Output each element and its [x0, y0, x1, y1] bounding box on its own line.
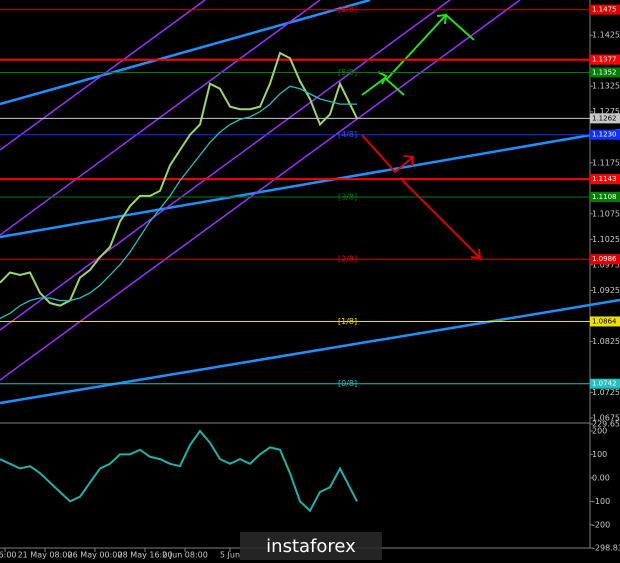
- level-tag: [590, 316, 620, 327]
- murray-label: [6/8]: [338, 5, 357, 14]
- y-tick-label: 200: [592, 426, 607, 435]
- price-line: [0, 51, 358, 307]
- y-tick-label: 1.1325: [592, 82, 620, 91]
- y-tick-label: 1.0725: [592, 388, 620, 397]
- level-label: 1.1377: [592, 56, 617, 64]
- murray-label: [5/8]: [338, 68, 357, 77]
- arrow-head: [436, 13, 448, 25]
- watermark-box: [240, 532, 382, 560]
- arrow-head: [403, 155, 415, 167]
- y-tick-label: -200: [592, 520, 610, 529]
- arrow-head: [377, 71, 388, 85]
- y-tick-label: 0.00: [592, 473, 610, 482]
- level-tag: [590, 174, 620, 185]
- y-tick-label: 1.1275: [592, 107, 620, 116]
- y-tick-label: 100: [592, 450, 607, 459]
- forecast-arrows: [361, 13, 482, 260]
- y-tick-label: 1.1025: [592, 235, 620, 244]
- level-tag: [590, 191, 620, 202]
- trend-line: [0, 298, 620, 405]
- level-label: 1.1475: [592, 6, 617, 14]
- level-tag: [590, 378, 620, 389]
- level-tag: [590, 129, 620, 140]
- y-tick-label: 1.0925: [592, 286, 620, 295]
- x-tick-label: 21 May 08:00: [18, 551, 73, 560]
- murray-label: [2/8]: [338, 255, 357, 264]
- murray-label: [0/8]: [338, 379, 357, 388]
- level-label: 1.1230: [592, 131, 617, 139]
- trend-lines: [0, 0, 620, 405]
- x-tick-label: 2 Jun 08:00: [162, 551, 208, 560]
- x-tick-label: 5 Jun: [220, 551, 240, 560]
- y-tick-label: 1.1425: [592, 31, 620, 40]
- y-tick-label: 1.0675: [592, 413, 620, 422]
- murray-label: [1/8]: [338, 317, 357, 326]
- channel-line: [0, 0, 451, 331]
- channel-line: [0, 0, 206, 151]
- level-tag: [590, 54, 620, 65]
- level-tag: [590, 4, 620, 15]
- murray-label: [3/8]: [338, 192, 357, 201]
- y-tick-label: 1.0975: [592, 260, 620, 269]
- trend-line: [0, 128, 620, 239]
- watermark: instaforex: [266, 536, 356, 557]
- level-tag: [590, 254, 620, 265]
- level-tag: [590, 67, 620, 78]
- y-tick-label: -298.834: [592, 544, 620, 553]
- level-label: 1.0864: [592, 317, 617, 325]
- level-label: 1.1143: [592, 175, 617, 183]
- level-label: 1.1108: [592, 193, 617, 201]
- level-label: 1.0986: [592, 255, 617, 263]
- arrow-head: [470, 248, 482, 260]
- trend-line: [0, 0, 371, 106]
- level-label: 1.0742: [592, 380, 617, 388]
- price-line: [0, 429, 358, 513]
- level-tag: [590, 113, 620, 124]
- level-label: 1.1262: [592, 114, 617, 122]
- red-arrow: [361, 134, 414, 174]
- x-tick-label: 16:00: [0, 551, 17, 560]
- y-tick-label: 229.6586: [592, 420, 620, 429]
- y-tick-label: -100: [592, 497, 610, 506]
- channel-line: [0, 0, 321, 236]
- price-line: [0, 85, 357, 319]
- x-tick-label: 26 May 00:00: [68, 551, 123, 560]
- murray-label: [4/8]: [338, 130, 357, 139]
- red-arrow: [399, 177, 481, 259]
- y-tick-label: 1.0825: [592, 337, 620, 346]
- y-tick-label: 1.1175: [592, 158, 620, 167]
- x-tick-label: 28 May 16:00: [118, 551, 173, 560]
- level-label: 1.1352: [592, 68, 617, 76]
- channel-line: [0, 0, 521, 381]
- y-tick-label: 1.1075: [592, 209, 620, 218]
